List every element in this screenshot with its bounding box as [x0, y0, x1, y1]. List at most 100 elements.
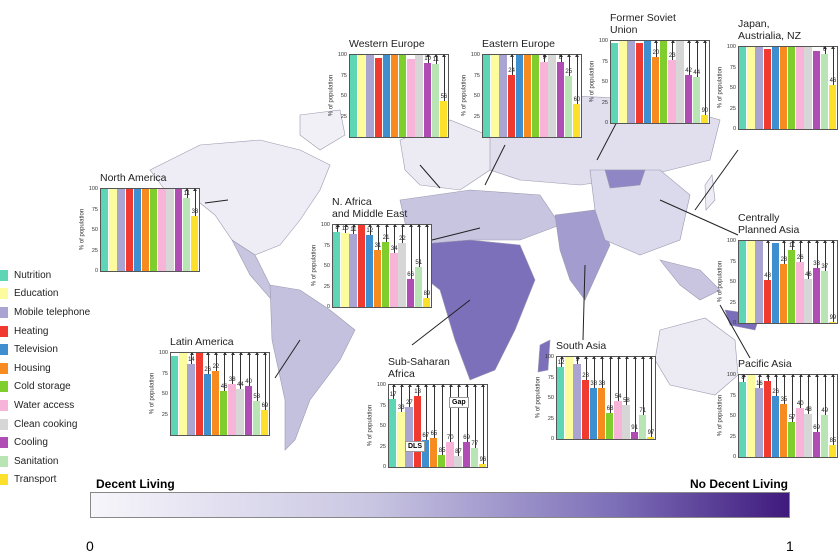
bar-housing [429, 438, 438, 467]
legend-swatch [0, 437, 8, 449]
bar-sanitation [252, 400, 261, 435]
gap-label: 26 [204, 367, 212, 374]
bar-nutrition [739, 381, 747, 457]
legend-swatch [0, 325, 8, 337]
y-tick-label: 100 [158, 350, 168, 356]
gap-label: 35 [780, 396, 788, 403]
bar-heating [763, 280, 771, 323]
gap-arrow [425, 224, 430, 298]
gap-arrow [608, 356, 613, 413]
chart-body: % of population 100 75 50 25 0 17 33 27 13 67 65 85 7… [368, 382, 488, 470]
y-tick-label: 75 [729, 64, 736, 71]
chart-title: Centrally Planned Asia [738, 212, 800, 236]
bar-sanitation [431, 64, 440, 137]
gap-label: 58 [253, 393, 261, 400]
bar-water-access [540, 62, 548, 137]
y-axis-label: % of population [149, 372, 156, 415]
bar-television [771, 47, 780, 129]
bar-cold-storage [438, 454, 446, 467]
gap-label: 23 [668, 52, 676, 59]
y-tick-label: 25 [91, 247, 98, 254]
gap-label: 31 [374, 243, 382, 250]
gap-label: 91 [631, 424, 638, 431]
bar-heating [507, 74, 515, 137]
bar-nutrition [389, 398, 397, 467]
gap-label: 48 [805, 407, 812, 414]
y-tick-label: 100 [544, 354, 554, 360]
chart-title: Western Europe [349, 38, 425, 50]
y-axis-label: % of population [367, 404, 374, 447]
gap-label: 28 [582, 372, 589, 379]
y-axis-label: % of population [461, 74, 468, 117]
bar-education [747, 241, 755, 323]
y-axis-label: % of population [79, 208, 86, 251]
bar-sanitation [564, 75, 573, 137]
legend-label: Mobile telephone [14, 306, 91, 318]
bar-water-access [796, 407, 804, 457]
plot-area: 100 75 50 25 10 11 56 [338, 52, 449, 138]
gap-label: 89 [423, 290, 431, 297]
gap-label: 54 [614, 394, 622, 401]
gap-arrow [831, 46, 836, 85]
chart-title: Latin America [170, 336, 234, 348]
y-tick-label: 75 [91, 206, 98, 213]
y-tick-label: 0 [94, 268, 98, 274]
gap-label: 99 [829, 315, 837, 322]
gap-label: 24 [508, 67, 515, 74]
bar-clean-cooking [166, 189, 174, 271]
plot-area: 100 75 50 25 0 20 23 42 44 90 [599, 38, 710, 126]
gap-arrow [440, 384, 445, 455]
gap-arrow [757, 373, 762, 389]
gap-arrow [376, 223, 381, 251]
bar-transport [828, 322, 837, 323]
plot-area: 100 75 50 25 0 17 33 27 13 67 65 85 70 87 69 77 96 Gap DLS [377, 382, 488, 470]
bar-cold-storage [150, 189, 158, 271]
bar-television [589, 388, 598, 439]
bar-housing [597, 388, 606, 439]
gap-arrow [400, 223, 405, 244]
gap-arrow [542, 53, 547, 63]
y-tick-label: 25 [340, 113, 347, 120]
chart-title: Former Soviet Union [610, 12, 676, 36]
gap-label: 48 [764, 273, 771, 280]
bar-housing [523, 55, 532, 137]
legend-swatch [0, 306, 8, 318]
bar-cooling [630, 431, 638, 439]
gap-label: 34 [390, 245, 398, 252]
bar-housing [779, 47, 788, 129]
region-chart: Former Soviet Union % of population 100 75 5… [590, 12, 710, 126]
gap-arrow [384, 223, 389, 243]
y-tick-label: 25 [729, 105, 736, 112]
gap-label: 68 [606, 405, 614, 412]
plot-area: 100 75 50 25 0 48 28 11 26 46 33 37 99 [727, 238, 838, 326]
legend-item: Sanitation [0, 452, 90, 471]
gap-label: 85 [438, 447, 446, 454]
gap-arrow [214, 351, 219, 372]
chart-title: South Asia [556, 340, 607, 352]
bar-mobile-telephone [405, 407, 413, 467]
bar-nutrition [611, 42, 619, 123]
chart-body: % of population 100 75 50 25 24 9 8 25 60 [462, 52, 582, 140]
bar-water-access [158, 189, 166, 271]
gap-label: 46 [805, 271, 812, 278]
legend-item: Cooling [0, 433, 90, 452]
bar-mobile-telephone [755, 388, 763, 457]
gap-arrow [790, 374, 795, 422]
chart-body: % of population 100 75 50 25 0 12 9 28 38 38 68 54 58… [536, 354, 656, 442]
gap-arrow [766, 374, 771, 381]
chart-body: % of population 100 75 50 25 0 20 23 42 44 90 [590, 38, 710, 126]
region-chart: N. Africa and Middle East % of population… [312, 196, 432, 310]
bar-television [203, 374, 212, 435]
region-chart: South Asia % of population 100 75 50 25 0 12 9 28… [536, 340, 656, 442]
scale-min-label: 0 [86, 538, 94, 554]
y-tick-label: 75 [729, 258, 736, 265]
bar-cooling [423, 63, 431, 137]
gap-label: 21 [382, 235, 390, 242]
gap-label: 58 [623, 397, 630, 404]
gap-label: 8 [741, 375, 745, 381]
gap-label: 14 [188, 357, 195, 364]
bar-water-access [614, 401, 622, 439]
bar-water-access [446, 442, 454, 467]
region-mongolia [604, 169, 646, 189]
